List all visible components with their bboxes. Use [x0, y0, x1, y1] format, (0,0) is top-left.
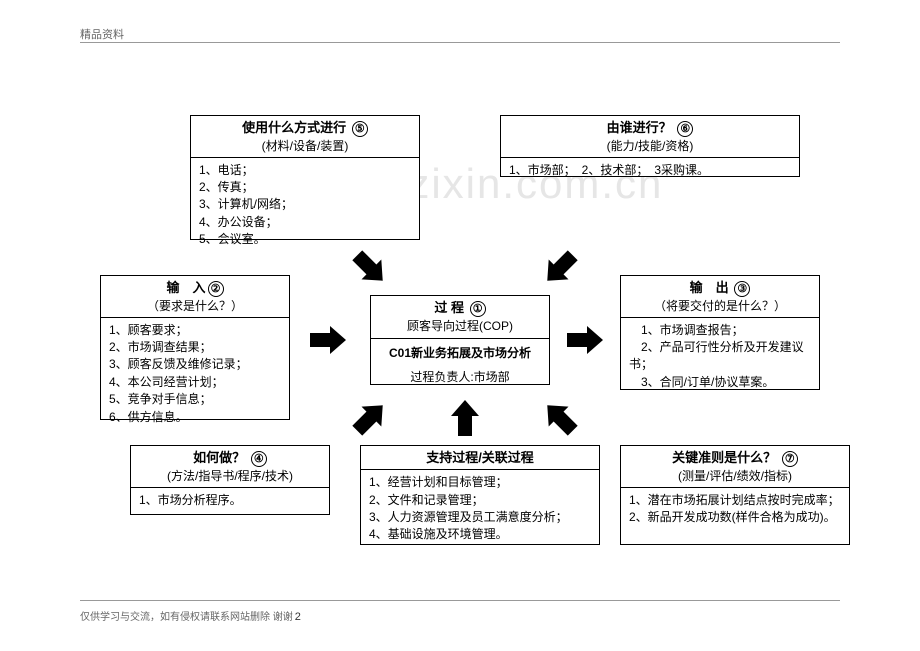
- box-center-owner: 过程负责人:市场部: [371, 368, 549, 385]
- circled-3-icon: ③: [734, 281, 750, 297]
- list-item: 1、潜在市场拓展计划结点按时完成率；: [629, 492, 841, 509]
- header-rule: [80, 42, 840, 43]
- arrow-who-to-center: [540, 248, 580, 288]
- box-how: 如何做？ ④ (方法/指导书/程序/技术) 1、市场分析程序。: [130, 445, 330, 515]
- box-input-title: 输 入②: [101, 276, 289, 297]
- box-support-body: 1、经营计划和目标管理； 2、文件和记录管理； 3、人力资源管理及员工满意度分析…: [361, 470, 599, 550]
- box-output: 输 出 ③ （将要交付的是什么？） 1、市场调查报告； 2、产品可行性分析及开发…: [620, 275, 820, 390]
- list-item: 4、基础设施及环境管理。: [369, 526, 591, 543]
- box-output-body: 1、市场调查报告； 2、产品可行性分析及开发建议书； 3、合同/订单/协议草案。: [621, 318, 819, 398]
- box-input-body: 1、顾客要求； 2、市场调查结果； 3、顾客反馈及维修记录； 4、本公司经营计划…: [101, 318, 289, 432]
- box-center-title: 过 程 ①: [371, 296, 549, 317]
- list-item: 2、市场调查结果；: [109, 339, 281, 356]
- divider: [371, 338, 549, 339]
- box-process-center: 过 程 ① 顾客导向过程(COP) C01新业务拓展及市场分析 过程负责人:市场…: [370, 295, 550, 385]
- list-item: 3、合同/订单/协议草案。: [629, 374, 811, 391]
- page: 精品资料 www.zixin.com.cn 使用什么方式进行 ⑤ (材料/设备/…: [0, 0, 920, 651]
- circled-6-icon: ⑥: [677, 121, 693, 137]
- box-input: 输 入② （要求是什么？） 1、顾客要求； 2、市场调查结果； 3、顾客反馈及维…: [100, 275, 290, 420]
- arrow-support-to-center: [445, 398, 485, 438]
- list-item: 2、文件和记录管理；: [369, 492, 591, 509]
- list-item: 3、计算机/网络；: [199, 196, 411, 213]
- box-center-subtitle: 顾客导向过程(COP): [371, 317, 549, 336]
- box-how-title: 如何做？ ④: [131, 446, 329, 467]
- box-who-title: 由谁进行？ ⑥: [501, 116, 799, 137]
- list-item: 5、竞争对手信息；: [109, 391, 281, 408]
- box-kpi-body: 1、潜在市场拓展计划结点按时完成率； 2、新品开发成功数(样件合格为成功)。: [621, 488, 849, 533]
- box-support: 支持过程/关联过程 1、经营计划和目标管理； 2、文件和记录管理； 3、人力资源…: [360, 445, 600, 545]
- box-method-body: 1、电话； 2、传真； 3、计算机/网络； 4、办公设备； 5、会议室。: [191, 158, 419, 255]
- list-item: 4、本公司经营计划；: [109, 374, 281, 391]
- box-method-subtitle: (材料/设备/装置): [191, 137, 419, 158]
- list-item: 1、经营计划和目标管理；: [369, 474, 591, 491]
- box-kpi-subtitle: (测量/评估/绩效/指标): [621, 467, 849, 488]
- list-item: 5、会议室。: [199, 231, 411, 248]
- box-who-subtitle: (能力/技能/资格): [501, 137, 799, 158]
- list-item: 2、新品开发成功数(样件合格为成功)。: [629, 509, 841, 526]
- list-item: 1、市场调查报告；: [629, 322, 811, 339]
- page-footer: 仅供学习与交流，如有侵权请联系网站删除 谢谢2: [80, 608, 301, 623]
- box-how-subtitle: (方法/指导书/程序/技术): [131, 467, 329, 488]
- arrow-center-to-output: [565, 320, 605, 360]
- list-item: 3、人力资源管理及员工满意度分析；: [369, 509, 591, 526]
- box-who-body: 1、市场部； 2、技术部； 3采购课。: [501, 158, 799, 185]
- list-item: 2、传真；: [199, 179, 411, 196]
- box-kpi: 关键准则是什么？ ⑦ (测量/评估/绩效/指标) 1、潜在市场拓展计划结点按时完…: [620, 445, 850, 545]
- list-item: 1、顾客要求；: [109, 322, 281, 339]
- box-input-subtitle: （要求是什么？）: [101, 297, 289, 318]
- list-item: 1、市场分析程序。: [139, 492, 321, 509]
- page-header: 精品资料: [80, 26, 124, 42]
- list-item: 4、办公设备；: [199, 214, 411, 231]
- box-who: 由谁进行？ ⑥ (能力/技能/资格) 1、市场部； 2、技术部； 3采购课。: [500, 115, 800, 177]
- box-method-title: 使用什么方式进行 ⑤: [191, 116, 419, 137]
- list-item: 3、顾客反馈及维修记录；: [109, 356, 281, 373]
- circled-2-icon: ②: [208, 281, 224, 297]
- page-number: 2: [295, 611, 301, 623]
- arrow-input-to-center: [308, 320, 348, 360]
- box-support-title: 支持过程/关联过程: [361, 446, 599, 470]
- box-output-subtitle: （将要交付的是什么？）: [621, 297, 819, 318]
- box-center-main: C01新业务拓展及市场分析: [371, 341, 549, 368]
- box-method: 使用什么方式进行 ⑤ (材料/设备/装置) 1、电话； 2、传真； 3、计算机/…: [190, 115, 420, 240]
- list-item: 2、产品可行性分析及开发建议书；: [629, 339, 811, 374]
- circled-4-icon: ④: [251, 451, 267, 467]
- list-item: 6、供方信息。: [109, 409, 281, 426]
- list-item: 1、电话；: [199, 162, 411, 179]
- circled-5-icon: ⑤: [352, 121, 368, 137]
- box-how-body: 1、市场分析程序。: [131, 488, 329, 515]
- arrow-kpi-to-center: [540, 398, 580, 438]
- circled-7-icon: ⑦: [782, 451, 798, 467]
- arrow-how-to-center: [350, 398, 390, 438]
- footer-text: 仅供学习与交流，如有侵权请联系网站删除 谢谢: [80, 612, 293, 623]
- box-output-title: 输 出 ③: [621, 276, 819, 297]
- box-kpi-title: 关键准则是什么？ ⑦: [621, 446, 849, 467]
- circled-1-icon: ①: [470, 301, 486, 317]
- footer-rule: [80, 600, 840, 601]
